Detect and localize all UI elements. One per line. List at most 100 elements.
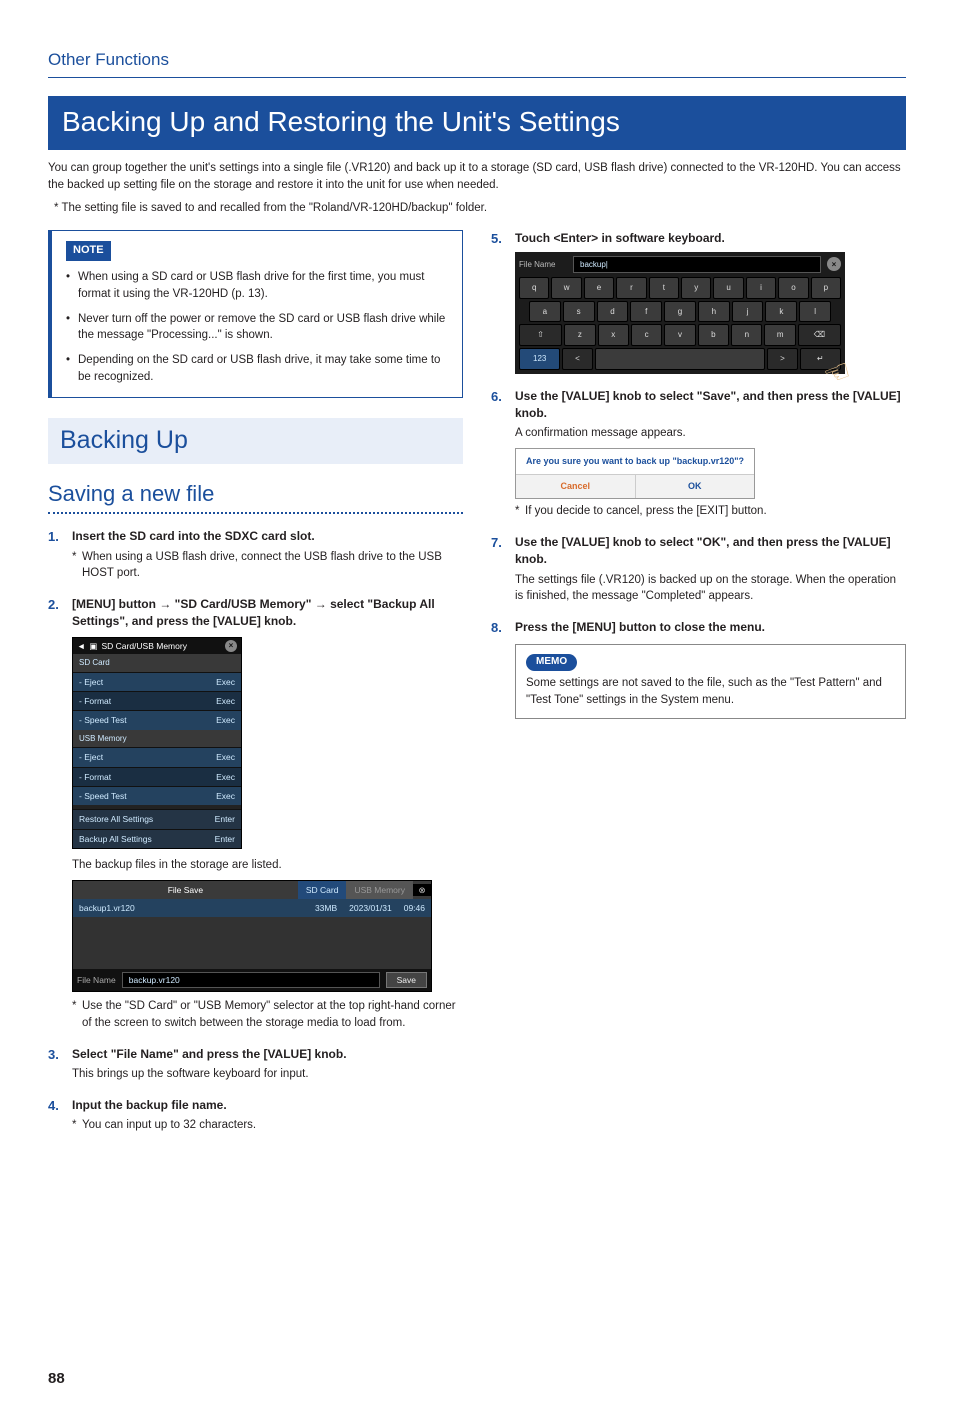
kbd-input[interactable]: backup| — [573, 256, 821, 274]
file-date-cell: 2023/01/31 — [343, 899, 398, 917]
file-list-body — [73, 917, 431, 969]
key[interactable]: j — [732, 301, 764, 323]
key-backspace[interactable]: ⌫ — [798, 324, 841, 346]
note-item: Never turn off the power or remove the S… — [66, 311, 448, 344]
filesave-screenshot: File Save SD Card USB Memory ⊗ backup1.v… — [72, 880, 432, 993]
menu-item-eject[interactable]: - EjectExec — [73, 747, 241, 766]
intro-text: You can group together the unit's settin… — [48, 160, 906, 193]
key[interactable]: n — [731, 324, 762, 346]
menu-item-speedtest[interactable]: - Speed TestExec — [73, 786, 241, 805]
menu-item-format[interactable]: - FormatExec — [73, 691, 241, 710]
key-right[interactable]: > — [767, 348, 797, 370]
file-time-cell: 09:46 — [398, 899, 431, 917]
memo-tag: MEMO — [526, 654, 577, 671]
key[interactable]: m — [764, 324, 795, 346]
note-item: Depending on the SD card or USB flash dr… — [66, 352, 448, 385]
step-footnote: If you decide to cancel, press the [EXIT… — [515, 503, 906, 520]
menu-item-format[interactable]: - FormatExec — [73, 767, 241, 786]
key-space[interactable] — [595, 348, 766, 370]
key[interactable]: l — [799, 301, 831, 323]
keyboard-screenshot: File Name backup| × q w e r t y u — [515, 252, 845, 374]
key[interactable]: f — [630, 301, 662, 323]
right-steps-list: Touch <Enter> in software keyboard. File… — [491, 230, 906, 719]
tab-sdcard[interactable]: SD Card — [298, 881, 347, 899]
close-icon[interactable]: × — [225, 640, 237, 652]
section-header: Other Functions — [48, 48, 906, 78]
close-icon[interactable]: × — [827, 257, 841, 271]
text: [MENU] button — [72, 597, 159, 611]
key[interactable]: c — [631, 324, 662, 346]
ok-button[interactable]: OK — [636, 474, 755, 498]
confirm-dialog: Are you sure you want to back up "backup… — [515, 448, 755, 499]
key[interactable]: r — [616, 277, 646, 299]
step-head: Select "File Name" and press the [VALUE]… — [72, 1046, 463, 1063]
text: "SD Card/USB Memory" — [171, 597, 314, 611]
key[interactable]: h — [698, 301, 730, 323]
menu-item-restore-all[interactable]: Restore All SettingsEnter — [73, 809, 241, 828]
step-head: Press the [MENU] button to close the men… — [515, 619, 906, 636]
key[interactable]: b — [698, 324, 729, 346]
key-left[interactable]: < — [562, 348, 592, 370]
intro-footnote: The setting file is saved to and recalle… — [54, 200, 906, 217]
confirm-message: Are you sure you want to back up "backup… — [516, 449, 754, 474]
key-shift[interactable]: ⇧ — [519, 324, 562, 346]
key[interactable]: y — [681, 277, 711, 299]
key[interactable]: p — [811, 277, 841, 299]
key[interactable]: k — [765, 301, 797, 323]
menu-item-backup-all[interactable]: Backup All SettingsEnter — [73, 829, 241, 848]
step-2: [MENU] button → "SD Card/USB Memory" → s… — [48, 596, 463, 1032]
step-head: Input the backup file name. — [72, 1097, 463, 1114]
filename-input[interactable]: backup.vr120 — [122, 972, 380, 988]
cancel-button[interactable]: Cancel — [516, 474, 636, 498]
step-body: The settings file (.VR120) is backed up … — [515, 572, 906, 605]
key-123[interactable]: 123 — [519, 348, 560, 370]
key[interactable]: w — [551, 277, 581, 299]
dialog-title: File Save — [73, 881, 298, 899]
step-4: Input the backup file name. You can inpu… — [48, 1097, 463, 1134]
key[interactable]: d — [597, 301, 629, 323]
key[interactable]: t — [649, 277, 679, 299]
step-head: [MENU] button → "SD Card/USB Memory" → s… — [72, 596, 463, 631]
key[interactable]: e — [584, 277, 614, 299]
key[interactable]: g — [664, 301, 696, 323]
step-1: Insert the SD card into the SDXC card sl… — [48, 528, 463, 582]
menu-item-speedtest[interactable]: - Speed TestExec — [73, 710, 241, 729]
step-body: A confirmation message appears. — [515, 425, 906, 442]
step-footnote: Use the "SD Card" or "USB Memory" select… — [72, 998, 463, 1031]
key[interactable]: q — [519, 277, 549, 299]
step-head: Touch <Enter> in software keyboard. — [515, 230, 906, 247]
right-column: Touch <Enter> in software keyboard. File… — [491, 230, 906, 1148]
kbd-rows: q w e r t y u i o p a — [519, 277, 841, 369]
note-tag: NOTE — [66, 241, 111, 261]
file-row[interactable]: backup1.vr120 33MB 2023/01/31 09:46 — [73, 899, 431, 917]
tab-usbmemory[interactable]: USB Memory — [346, 881, 413, 899]
key[interactable]: u — [713, 277, 743, 299]
menu-screenshot: ◄ ▣ SD Card/USB Memory × SD Card - Eject… — [72, 637, 242, 849]
close-icon[interactable]: ⊗ — [413, 884, 431, 896]
memo-box: MEMO Some settings are not saved to the … — [515, 644, 906, 719]
menu-section-label: SD Card — [73, 654, 241, 672]
dotted-rule — [48, 512, 463, 514]
back-icon[interactable]: ◄ — [77, 640, 85, 652]
step-footnote: You can input up to 32 characters. — [72, 1117, 463, 1134]
step-3: Select "File Name" and press the [VALUE]… — [48, 1046, 463, 1083]
menu-section-label: USB Memory — [73, 730, 241, 748]
key[interactable]: x — [598, 324, 629, 346]
key[interactable]: i — [746, 277, 776, 299]
page-number: 88 — [48, 1368, 906, 1390]
key[interactable]: z — [564, 324, 595, 346]
page-title: Backing Up and Restoring the Unit's Sett… — [48, 96, 906, 151]
arrow-icon: → — [315, 597, 327, 611]
subheading-backing-up: Backing Up — [48, 418, 463, 464]
menu-item-eject[interactable]: - EjectExec — [73, 672, 241, 691]
file-size-cell: 33MB — [309, 899, 343, 917]
step-head: Use the [VALUE] knob to select "Save", a… — [515, 388, 906, 423]
key[interactable]: v — [664, 324, 695, 346]
filename-label: File Name — [77, 974, 116, 986]
key[interactable]: a — [529, 301, 561, 323]
step-footnote: When using a USB flash drive, connect th… — [72, 549, 463, 582]
key[interactable]: o — [778, 277, 808, 299]
menu-title-text: SD Card/USB Memory — [101, 640, 187, 652]
save-button[interactable]: Save — [386, 972, 427, 988]
key[interactable]: s — [563, 301, 595, 323]
